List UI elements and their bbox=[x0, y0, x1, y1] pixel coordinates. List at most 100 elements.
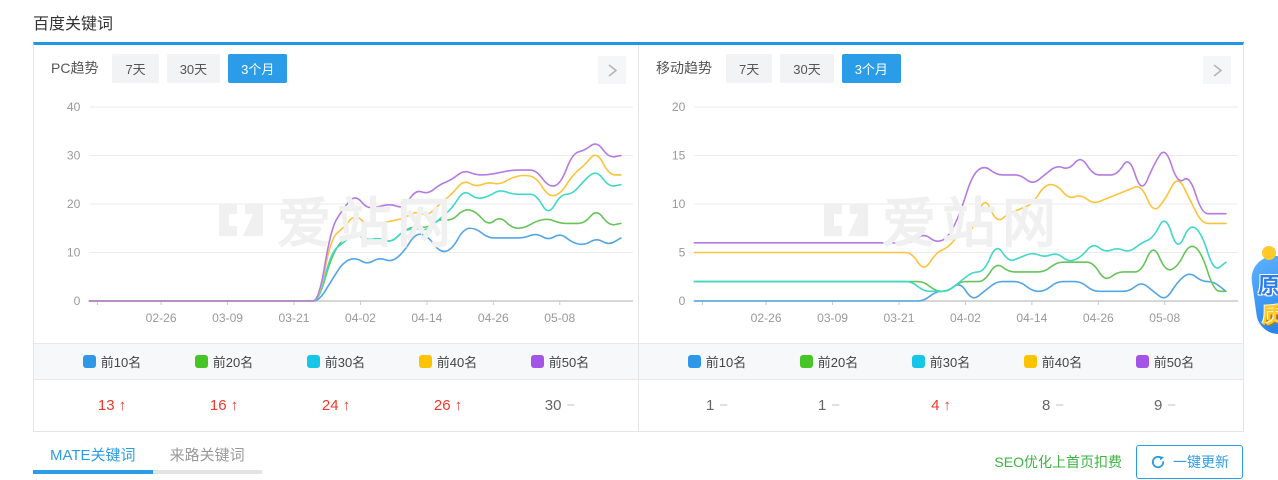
legend-item-前20名[interactable]: 前20名 bbox=[168, 352, 280, 371]
rank-count-number: 16 bbox=[209, 397, 227, 414]
one-key-update-button[interactable]: 一键更新 bbox=[1136, 445, 1243, 479]
footer-tab-MATE关键词[interactable]: MATE关键词 bbox=[33, 441, 153, 474]
rank-count-value: 1− bbox=[661, 397, 773, 414]
sticker-char-bottom: 质 bbox=[1262, 303, 1278, 328]
trend-panels-container: PC趋势 7天 30天 3个月 0 10 20 30 40 02-26 03-09 03-21 04… bbox=[33, 42, 1244, 432]
svg-text:04-02: 04-02 bbox=[950, 311, 981, 325]
legend-item-前20名[interactable]: 前20名 bbox=[773, 352, 885, 371]
legend-swatch-icon bbox=[418, 355, 432, 368]
mobile-legend-row: 前10名 前20名 前30名 前40名 前50名 bbox=[639, 343, 1243, 380]
range-tab-7天[interactable]: 7天 bbox=[726, 53, 773, 83]
legend-item-前50名[interactable]: 前50名 bbox=[1109, 352, 1221, 371]
no-change-dash-icon: − bbox=[566, 397, 576, 414]
svg-text:03-09: 03-09 bbox=[817, 311, 848, 325]
pc-trend-chart: 0 10 20 30 40 02-26 03-09 03-21 04-02 04-14 04-26 0… bbox=[34, 91, 638, 343]
legend-swatch-icon bbox=[911, 355, 925, 368]
svg-text:04-26: 04-26 bbox=[1083, 311, 1114, 325]
svg-text:10: 10 bbox=[67, 246, 81, 260]
rank-count-number: 13 bbox=[97, 397, 115, 414]
pc-trend-label: PC趋势 bbox=[51, 60, 99, 76]
no-change-dash-icon: − bbox=[719, 397, 729, 414]
up-arrow-icon: ↑ bbox=[454, 397, 463, 414]
mobile-range-tabs: 7天 30天 3个月 bbox=[726, 53, 909, 83]
range-tab-7天[interactable]: 7天 bbox=[112, 53, 159, 83]
svg-text:20: 20 bbox=[67, 197, 81, 211]
pc-legend-row: 前10名 前20名 前30名 前40名 前50名 bbox=[34, 343, 638, 380]
keyword-tabs: MATE关键词 来路关键词 bbox=[33, 447, 262, 474]
no-change-dash-icon: − bbox=[1167, 397, 1177, 414]
svg-text:04-02: 04-02 bbox=[345, 311, 376, 325]
legend-swatch-icon bbox=[1023, 355, 1037, 368]
up-arrow-icon: ↑ bbox=[342, 397, 351, 414]
svg-text:02-26: 02-26 bbox=[751, 311, 782, 325]
up-arrow-icon: ↑ bbox=[943, 397, 951, 414]
legend-item-前50名[interactable]: 前50名 bbox=[504, 352, 616, 371]
svg-text:03-21: 03-21 bbox=[884, 311, 915, 325]
svg-text:0: 0 bbox=[679, 294, 686, 308]
sticker-dot bbox=[1262, 246, 1276, 260]
footer: MATE关键词 来路关键词 SEO优化上首页扣费 一键更新 bbox=[33, 441, 1245, 479]
range-tab-30天[interactable]: 30天 bbox=[780, 53, 834, 83]
seo-fee-note: SEO优化上首页扣费 bbox=[994, 454, 1122, 470]
no-change-dash-icon: − bbox=[831, 397, 841, 414]
rank-count-value: 24 ↑ bbox=[280, 397, 392, 414]
svg-text:40: 40 bbox=[67, 100, 81, 114]
svg-text:20: 20 bbox=[672, 100, 686, 114]
legend-label: 前50名 bbox=[548, 355, 590, 370]
mobile-values-row: 1−1−4 ↑ 8−9− bbox=[639, 380, 1243, 431]
rank-count-number: 30 bbox=[544, 397, 562, 414]
refresh-icon bbox=[1151, 455, 1165, 469]
legend-label: 前10名 bbox=[100, 355, 142, 370]
legend-label: 前20名 bbox=[817, 355, 859, 370]
footer-tab-来路关键词[interactable]: 来路关键词 bbox=[152, 441, 262, 474]
legend-item-前40名[interactable]: 前40名 bbox=[997, 352, 1109, 371]
mobile-trend-chart: 0 5 10 15 20 02-26 03-09 03-21 04-02 04-14 04-26 05… bbox=[639, 91, 1243, 343]
legend-swatch-icon bbox=[799, 355, 813, 368]
promo-sticker[interactable]: 原 质 bbox=[1248, 246, 1278, 342]
range-tab-3个月[interactable]: 3个月 bbox=[228, 53, 288, 83]
rank-count-value: 16 ↑ bbox=[168, 397, 280, 414]
legend-item-前30名[interactable]: 前30名 bbox=[885, 352, 997, 371]
legend-item-前30名[interactable]: 前30名 bbox=[280, 352, 392, 371]
rank-count-value: 1− bbox=[773, 397, 885, 414]
svg-text:03-09: 03-09 bbox=[212, 311, 243, 325]
svg-text:04-14: 04-14 bbox=[411, 311, 442, 325]
legend-label: 前30名 bbox=[324, 355, 366, 370]
legend-swatch-icon bbox=[82, 355, 96, 368]
svg-text:15: 15 bbox=[672, 149, 686, 163]
up-arrow-icon: ↑ bbox=[118, 397, 127, 414]
mobile-trend-label: 移动趋势 bbox=[656, 60, 712, 76]
rank-count-number: 24 bbox=[321, 397, 339, 414]
range-tab-30天[interactable]: 30天 bbox=[166, 53, 221, 83]
up-arrow-icon: ↑ bbox=[230, 397, 239, 414]
legend-label: 前30名 bbox=[929, 355, 971, 370]
footer-right: SEO优化上首页扣费 一键更新 bbox=[994, 445, 1243, 479]
rank-count-value: 30− bbox=[504, 397, 616, 414]
pc-next-arrow-icon[interactable] bbox=[598, 56, 626, 84]
mobile-trend-panel: 移动趋势 7天 30天 3个月 0 5 10 15 20 02-26 03-09 03-21 04-… bbox=[638, 45, 1243, 431]
pc-trend-chart-svg: 0 10 20 30 40 02-26 03-09 03-21 04-02 04-14 04-26 0… bbox=[67, 100, 633, 325]
legend-swatch-icon bbox=[1135, 355, 1149, 368]
svg-text:10: 10 bbox=[672, 197, 686, 211]
range-tab-3个月[interactable]: 3个月 bbox=[841, 53, 901, 83]
svg-text:5: 5 bbox=[679, 246, 686, 260]
rank-count-number: 4 bbox=[931, 397, 940, 414]
mobile-next-arrow-icon[interactable] bbox=[1203, 56, 1231, 84]
legend-label: 前40名 bbox=[1041, 355, 1083, 370]
svg-text:0: 0 bbox=[74, 294, 81, 308]
svg-text:04-26: 04-26 bbox=[478, 311, 509, 325]
legend-label: 前20名 bbox=[212, 355, 254, 370]
mobile-panel-header: 移动趋势 7天 30天 3个月 bbox=[639, 45, 1243, 91]
pc-trend-panel: PC趋势 7天 30天 3个月 0 10 20 30 40 02-26 03-09 03-21 04… bbox=[34, 45, 638, 431]
legend-swatch-icon bbox=[530, 355, 544, 368]
legend-item-前40名[interactable]: 前40名 bbox=[392, 352, 504, 371]
legend-item-前10名[interactable]: 前10名 bbox=[661, 352, 773, 371]
sticker-char-top: 原 bbox=[1258, 273, 1278, 298]
legend-item-前10名[interactable]: 前10名 bbox=[56, 352, 168, 371]
svg-text:30: 30 bbox=[67, 149, 81, 163]
legend-label: 前40名 bbox=[436, 355, 478, 370]
no-change-dash-icon: − bbox=[1055, 397, 1065, 414]
pc-values-row: 13 ↑ 16 ↑ 24 ↑ 26 ↑ 30− bbox=[34, 380, 638, 431]
legend-swatch-icon bbox=[194, 355, 208, 368]
